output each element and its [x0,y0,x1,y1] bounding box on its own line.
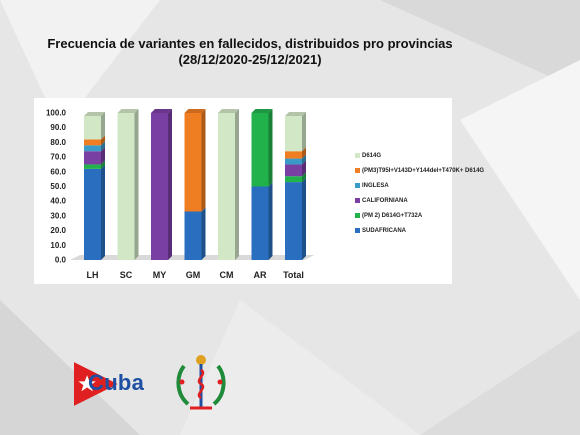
x-tick-label: GM [186,270,201,280]
bar-segment-side [101,160,105,169]
bar-segment [84,168,101,260]
bar-segment [151,113,168,260]
bar-segment [285,176,302,183]
legend-swatch [355,168,360,173]
bar-segment-side [101,164,105,260]
bar-segment-side [101,111,105,140]
chart-legend: D614G (PM3)T95I+V143D+Y144del+T470K+ D614… [355,148,484,238]
brand-name: Cuba [88,370,145,395]
y-tick-label: 80.0 [50,138,66,147]
bar-top [151,109,172,113]
bar-segment-side [235,109,239,260]
chart-panel: 0.0 10.0 20.0 30.0 40.0 50.0 60.0 70.0 80.0 90.0 1… [34,98,484,284]
bar-segment [285,115,302,152]
bar-segment [84,151,101,165]
y-tick-label: 10.0 [50,241,66,250]
bar-segment-side [302,111,306,152]
bar-segment-side [268,182,273,260]
x-tick-label: CM [220,270,234,280]
bar-segment [117,113,135,260]
legend-label: SUDAFRICANA [362,227,406,234]
bar-segment-side [101,141,105,152]
bar-segment-side [302,160,306,177]
legend-label: INGLESA [362,182,389,189]
slide-title-line1: Frecuencia de variantes en fallecidos, d… [47,36,453,51]
bar-segment [285,151,302,159]
bar-top [251,109,273,113]
x-tick-label: LH [87,270,99,280]
bar-segment [184,113,202,212]
bar-segment [285,164,302,177]
medical-seal-icon [176,355,226,410]
legend-label: D614G [362,152,382,159]
legend-item: INGLESA [355,178,455,193]
x-tick-label: SC [120,270,133,280]
bar-segment-side [302,147,306,159]
bar-top [184,109,206,113]
stacked-bar-chart: 0.0 10.0 20.0 30.0 40.0 50.0 60.0 70.0 80.0 90.0 1… [46,109,315,280]
legend-label: CALIFORNIANA [362,197,408,204]
bar-segment [251,186,269,260]
cuba-flag-logo [74,362,118,406]
legend-swatch [355,198,360,203]
y-tick-label: 0.0 [55,256,67,265]
legend-swatch [355,213,360,218]
legend-swatch [355,153,360,158]
bar-top [285,111,306,116]
bar-segment [285,158,302,165]
legend-item: D614G [355,148,455,163]
bar-segment-side [101,135,105,146]
bar-segment-side [201,109,206,212]
bar-segment-side [302,178,306,260]
y-tick-label: 50.0 [50,182,66,191]
bar-segment [84,145,101,152]
bar-segment [84,139,101,146]
slide-title: Frecuencia de variantes en fallecidos, d… [0,36,500,68]
legend-swatch [355,228,360,233]
legend-label: (PM 2) D614G+T732A [362,212,423,219]
bar-segment [218,113,235,260]
y-tick-label: 30.0 [50,211,66,220]
y-tick-label: 20.0 [50,226,66,235]
y-tick-label: 90.0 [50,123,66,132]
slide-title-line2: (28/12/2020-25/12/2021) [178,52,322,67]
legend-swatch [355,183,360,188]
bar-segment-side [302,172,306,183]
bar-segment-side [302,154,306,165]
bar-segment [84,164,101,169]
bar-segment [251,113,269,187]
bar-segment-side [134,109,139,260]
y-tick-label: 40.0 [50,197,66,206]
legend-label: (PM3)T95I+V143D+Y144del+T470K+ D614G [362,167,485,174]
legend-item: (PM3)T95I+V143D+Y144del+T470K+ D614G [355,163,484,178]
y-tick-label: 70.0 [50,153,66,162]
x-tick-label: MY [153,270,167,280]
legend-item: CALIFORNIANA [355,193,455,208]
bar-top [218,109,239,113]
bar-segment-side [268,109,273,187]
bar-segment-side [101,147,105,165]
y-tick-label: 60.0 [50,167,66,176]
x-tick-label: Total [283,270,304,280]
bar-segment-side [201,207,206,260]
x-tick-label: AR [254,270,267,280]
bar-segment-side [168,109,172,260]
bar-top [84,111,105,116]
bar-top [117,109,139,113]
legend-item: (PM 2) D614G+T732A [355,208,455,223]
bar-segment [184,211,202,260]
bar-segment [285,182,302,260]
legend-item: SUDAFRICANA [355,223,455,238]
bar-segment [84,115,101,140]
y-tick-label: 100.0 [46,109,67,118]
